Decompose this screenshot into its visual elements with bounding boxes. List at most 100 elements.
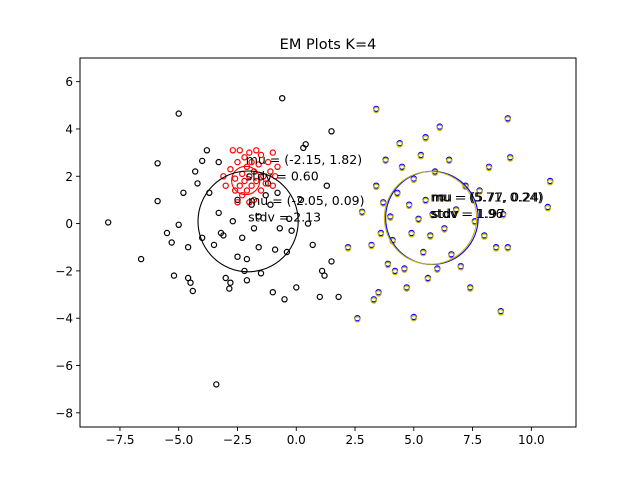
data-point-series-1-13 — [241, 177, 248, 185]
y-tick-label-0: −8 — [55, 406, 73, 420]
data-point-series-1-31 — [267, 168, 274, 175]
data-point-series-0-15 — [194, 180, 201, 187]
data-point-series-3-7 — [375, 290, 382, 297]
data-point-series-3-49 — [499, 212, 507, 219]
data-point-series-0-18 — [203, 147, 211, 154]
data-point-series-3-41 — [462, 183, 469, 191]
plot-area: mu = (-2.15, 1.82) stdv = 0.60 mu = (-2.05… — [104, 94, 554, 388]
data-point-series-0-62 — [323, 182, 330, 189]
data-point-series-0-37 — [250, 225, 258, 232]
data-point-series-1-15 — [243, 187, 251, 194]
data-point-series-3-44 — [476, 188, 483, 195]
data-point-series-3-27 — [422, 135, 429, 142]
annotation-4: mu = (5.77, 0.24) — [432, 189, 544, 204]
data-point-series-1-3 — [229, 147, 236, 154]
data-point-series-0-31 — [234, 253, 241, 260]
cluster-circle-1 — [197, 170, 299, 273]
data-point-series-3-28 — [422, 197, 429, 205]
data-point-series-0-59 — [316, 293, 323, 301]
data-point-series-3-36 — [441, 226, 448, 233]
data-point-series-3-29 — [424, 276, 432, 283]
data-point-series-1-23 — [253, 147, 260, 154]
data-point-series-0-4 — [163, 229, 171, 237]
data-point-series-0-52 — [288, 227, 295, 234]
data-point-series-0-46 — [274, 189, 281, 196]
data-point-series-3-9 — [380, 200, 387, 207]
data-point-series-3-12 — [387, 214, 394, 221]
data-point-series-0-7 — [175, 110, 182, 117]
data-point-series-1-17 — [246, 173, 253, 180]
data-point-series-3-4 — [370, 297, 377, 304]
data-point-series-0-21 — [213, 381, 220, 388]
data-point-series-0-30 — [234, 196, 241, 204]
data-point-series-3-35 — [438, 195, 446, 202]
data-point-series-3-24 — [415, 216, 422, 224]
y-tick-label-1: −6 — [55, 359, 73, 373]
data-point-series-3-21 — [408, 230, 415, 238]
data-point-series-1-22 — [250, 196, 258, 204]
data-point-series-0-56 — [302, 141, 309, 148]
data-point-series-0-3 — [154, 197, 161, 205]
data-point-series-0-8 — [175, 221, 182, 228]
data-point-series-0-10 — [184, 243, 192, 251]
data-point-series-3-19 — [403, 285, 410, 292]
x-tick-label-7: 10.0 — [518, 433, 545, 447]
data-point-series-0-38 — [255, 213, 262, 220]
data-point-series-1-33 — [269, 149, 276, 156]
plot-content — [104, 94, 554, 388]
data-point-series-3-22 — [410, 176, 417, 183]
y-tick-label-6: 4 — [65, 122, 73, 136]
data-point-series-0-64 — [328, 258, 335, 265]
data-point-series-3-46 — [485, 164, 493, 172]
data-point-series-1-5 — [231, 175, 239, 182]
data-point-series-0-17 — [198, 157, 206, 165]
data-point-series-0-29 — [229, 217, 236, 225]
data-point-series-3-26 — [420, 249, 427, 257]
data-point-series-1-29 — [262, 180, 269, 187]
data-point-series-3-39 — [452, 207, 460, 214]
data-point-series-3-47 — [492, 245, 500, 252]
data-point-series-0-34 — [243, 255, 251, 263]
data-point-series-0-54 — [297, 196, 305, 204]
data-point-series-1-4 — [231, 187, 239, 194]
data-point-series-3-30 — [427, 233, 434, 240]
data-point-series-0-28 — [227, 279, 234, 286]
data-point-series-1-1 — [222, 182, 229, 189]
x-tick-label-1: −5.0 — [164, 433, 193, 447]
y-tick-label-4: 0 — [65, 217, 73, 231]
cluster-circle-0 — [231, 165, 261, 196]
data-point-series-0-20 — [210, 241, 218, 249]
data-point-series-3-5 — [373, 183, 380, 191]
data-point-series-0-23 — [215, 209, 222, 217]
x-tick-label-2: −2.5 — [223, 433, 252, 447]
data-point-series-1-8 — [236, 147, 243, 154]
data-point-series-0-1 — [137, 255, 145, 263]
data-point-series-3-50 — [504, 116, 511, 123]
data-point-series-0-12 — [187, 279, 194, 286]
data-point-series-1-20 — [248, 182, 255, 189]
y-tick-label-3: −2 — [55, 264, 73, 278]
data-point-series-0-47 — [276, 225, 283, 232]
data-point-series-3-18 — [401, 266, 408, 273]
data-point-series-3-10 — [382, 157, 389, 165]
data-point-series-1-32 — [269, 182, 276, 189]
data-point-series-0-39 — [255, 243, 262, 251]
data-point-series-3-37 — [445, 157, 453, 165]
data-point-series-1-2 — [227, 165, 234, 173]
data-point-series-0-2 — [154, 160, 161, 167]
data-point-series-0-50 — [283, 248, 291, 256]
annotation-7: stdv = 1.96 — [431, 206, 504, 221]
data-point-series-3-3 — [368, 242, 375, 250]
data-point-series-1-7 — [234, 199, 241, 206]
data-point-series-1-27 — [257, 151, 265, 159]
data-point-series-0-16 — [198, 234, 206, 241]
data-point-series-3-51 — [507, 155, 514, 162]
data-point-series-3-54 — [544, 204, 552, 212]
data-point-series-3-15 — [394, 190, 401, 198]
data-point-series-0-5 — [168, 239, 175, 246]
annotation-5: stdv = 1.97 — [432, 206, 505, 221]
data-point-series-3-0 — [344, 245, 352, 252]
data-point-series-0-14 — [191, 168, 199, 175]
data-point-series-3-25 — [417, 152, 425, 160]
